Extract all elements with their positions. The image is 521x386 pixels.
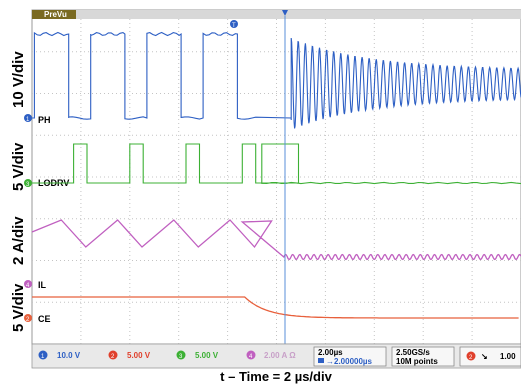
svg-text:2: 2 xyxy=(111,354,115,360)
status-ch1[interactable]: 1 10.0 V xyxy=(38,350,81,361)
ch4-marker: 4 xyxy=(24,280,32,289)
label-ce: CE xyxy=(38,314,51,324)
status-trigger-level: 1.00 xyxy=(500,352,516,361)
status-trigger-channel: 2 xyxy=(469,355,473,361)
x-axis-label: t – Time = 2 µs/div xyxy=(220,369,332,384)
svg-text:4: 4 xyxy=(249,354,253,360)
ylabel-il: 2 A/div xyxy=(10,216,27,265)
status-ch3-scale: 5.00 V xyxy=(195,351,219,360)
status-trigger-offset: →2.00000µs xyxy=(326,357,373,366)
label-il: IL xyxy=(38,280,47,290)
status-trigger-slope: ↘ xyxy=(481,352,488,361)
status-timebase-value: 2.00µs xyxy=(318,348,343,357)
svg-text:T: T xyxy=(232,23,236,29)
prevu-bar xyxy=(32,10,521,19)
status-ch2[interactable]: 2 5.00 V xyxy=(108,350,151,361)
ylabel-lodrv: 5 V/div xyxy=(10,142,27,191)
status-ch4-scale: 2.00 A Ω xyxy=(264,351,296,360)
svg-text:1: 1 xyxy=(41,354,45,360)
status-ch3[interactable]: 3 5.00 V xyxy=(176,350,219,361)
svg-text:3: 3 xyxy=(26,182,30,188)
svg-text:1: 1 xyxy=(26,117,30,123)
status-ch2-scale: 5.00 V xyxy=(127,351,151,360)
ch2-marker: 2 xyxy=(24,314,32,323)
ch1-marker: 1 xyxy=(24,114,32,123)
svg-text:3: 3 xyxy=(179,354,183,360)
status-ch4[interactable]: 4 2.00 A Ω xyxy=(246,350,297,361)
ch3-marker: 3 xyxy=(24,179,32,188)
label-ph: PH xyxy=(38,115,51,125)
grid xyxy=(32,19,521,344)
svg-text:4: 4 xyxy=(26,283,30,289)
status-ch1-scale: 10.0 V xyxy=(57,351,81,360)
status-sample-rate: 2.50GS/s xyxy=(396,348,430,357)
status-timebase[interactable]: 2.00µs →2.00000µs xyxy=(313,346,387,367)
trigger-t-icon: T xyxy=(230,20,238,29)
ylabel-ph: 10 V/div xyxy=(10,51,27,108)
series-line-lodrv xyxy=(32,143,521,185)
series-line-ph xyxy=(32,31,521,129)
ylabel-ce: 5 V/div xyxy=(10,283,27,332)
prevu-label: PreVu xyxy=(44,10,67,19)
series-line-ce xyxy=(32,296,519,319)
status-trigger[interactable]: 2 ↘ 1.00 xyxy=(459,346,521,367)
status-record-length: 10M points xyxy=(396,357,438,366)
trigger-position-icon xyxy=(282,10,288,16)
series-line-il xyxy=(31,219,521,261)
svg-text:2: 2 xyxy=(26,317,30,323)
prevu-badge xyxy=(32,10,76,19)
status-acquisition[interactable]: 2.50GS/s 10M points xyxy=(391,346,455,367)
